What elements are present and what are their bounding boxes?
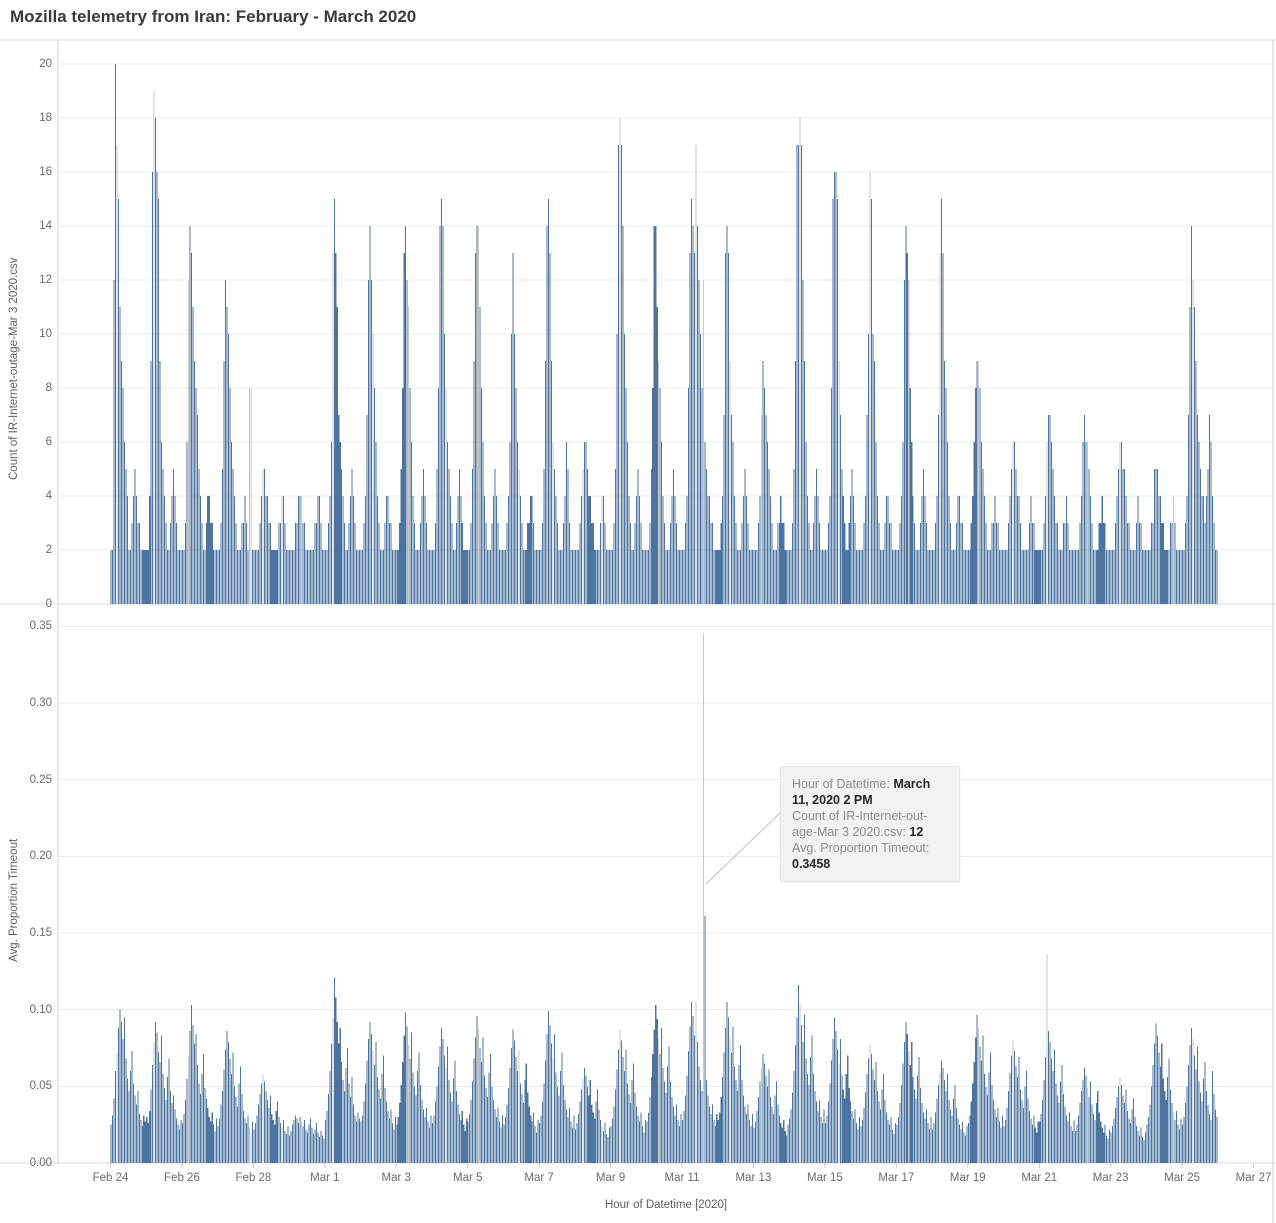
- count-bars[interactable]: [110, 64, 1218, 604]
- x-tick-label: Feb 26: [164, 1172, 200, 1184]
- tooltip-timeout-value: 0.3458: [792, 857, 831, 871]
- top-y-tick-label: 8: [45, 382, 52, 394]
- x-tick-label: Mar 13: [735, 1172, 772, 1184]
- x-tick-label: Mar 25: [1164, 1172, 1200, 1184]
- tooltip-count-label-b: age-Mar 3 2020.csv:: [792, 825, 910, 839]
- tooltip-datetime-value: March 11, 2020 2 PM: [792, 777, 931, 807]
- x-tick-label: Mar 21: [1021, 1172, 1058, 1184]
- x-tick-label: Mar 1: [310, 1172, 340, 1184]
- x-tick-label: Mar 3: [381, 1172, 411, 1184]
- x-tick-label: Mar 17: [878, 1172, 915, 1184]
- tooltip-count-label-a: Count of IR-Internet-out-: [792, 809, 928, 823]
- timeout-bars[interactable]: [110, 632, 1218, 1164]
- bottom-y-tick-label: 0.20: [29, 850, 52, 863]
- bottom-y-tick-label: 0.10: [29, 1003, 52, 1016]
- bottom-y-tick-label: 0.25: [29, 773, 52, 786]
- top-y-tick-label: 14: [39, 220, 52, 232]
- top-y-tick-label: 20: [39, 58, 52, 70]
- top-y-tick-label: 6: [45, 436, 52, 448]
- bottom-y-tick-label: 0.30: [29, 697, 52, 709]
- x-tick-label: Feb 24: [92, 1172, 129, 1184]
- top-y-tick-label: 10: [39, 328, 52, 340]
- x-tick-label: Mar 15: [806, 1172, 843, 1184]
- tooltip-count-value: 12: [909, 825, 924, 839]
- x-tick-label: Mar 7: [524, 1172, 554, 1184]
- x-tick-label: Mar 19: [949, 1172, 986, 1184]
- x-axis-title: Hour of Datetime [2020]: [604, 1199, 728, 1211]
- x-tick-label: Mar 5: [452, 1172, 483, 1184]
- tooltip-datetime-label: Hour of Datetime:: [792, 777, 894, 791]
- page-title: Mozilla telemetry from Iran: February - …: [10, 7, 417, 26]
- x-tick-label: Mar 23: [1092, 1172, 1129, 1184]
- top-y-tick-label: 18: [39, 112, 52, 124]
- top-y-tick-label: 0: [45, 598, 52, 610]
- x-tick-label: Mar 9: [595, 1172, 626, 1184]
- bottom-y-tick-label: 0.05: [29, 1080, 52, 1093]
- tooltip-timeout-label: Avg. Proportion Timeout:: [792, 841, 930, 855]
- top-y-tick-label: 2: [45, 544, 52, 556]
- x-tick-label: Mar 11: [664, 1172, 700, 1184]
- top-y-tick-label: 12: [39, 274, 52, 286]
- bottom-y-tick-label: 0.00: [29, 1157, 52, 1169]
- top-y-tick-label: 4: [45, 490, 52, 502]
- bottom-y-tick-label: 0.35: [29, 620, 52, 633]
- x-tick-label: Mar 27: [1235, 1172, 1272, 1184]
- x-tick-label: Feb 28: [235, 1172, 272, 1184]
- bottom-y-tick-label: 0.15: [29, 927, 52, 939]
- top-y-tick-label: 16: [39, 166, 52, 178]
- tooltip: Hour of Datetime: March 11, 2020 2 PM Co…: [780, 766, 960, 882]
